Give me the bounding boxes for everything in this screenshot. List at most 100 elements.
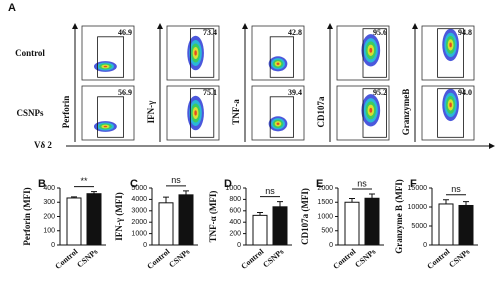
marker-label: GranzymeB [401, 89, 411, 136]
gate [362, 28, 387, 78]
gate [97, 36, 124, 78]
x-axis-label: Vδ 2 [34, 140, 52, 150]
y-tick-label: 5000 [411, 223, 427, 230]
error-bar [71, 196, 77, 198]
y-tick-label: 10000 [408, 204, 428, 211]
bar [178, 194, 194, 246]
density [194, 50, 197, 56]
y-axis-label: TNF-α (MFI) [208, 191, 218, 243]
gate [269, 36, 295, 78]
y-tick-label: 200 [43, 213, 55, 220]
density [449, 102, 452, 108]
panel-label: F [410, 178, 417, 190]
y-tick-label: 400 [229, 219, 241, 226]
bar [86, 193, 102, 246]
marker-label: Perforin [61, 96, 71, 128]
density [103, 125, 108, 128]
density [276, 122, 280, 125]
density [276, 62, 280, 65]
gate-percent: 75.1 [203, 88, 217, 97]
gate-percent: 94.0 [458, 88, 472, 97]
y-tick-label: 1000 [225, 185, 241, 192]
y-tick-label: 4000 [131, 196, 147, 203]
gate-percent: 95.2 [373, 88, 387, 97]
error-bar [349, 198, 355, 203]
significance-label: ns [171, 175, 181, 185]
y-tick-label: 0 [51, 242, 55, 249]
y-tick-label: 600 [229, 208, 241, 215]
x-tick-label: CSNPs [167, 247, 191, 269]
x-tick-label: CSNPs [353, 247, 377, 269]
x-tick-label: CSNPs [261, 247, 285, 269]
gate [437, 88, 465, 138]
x-tick-label: CSNPs [75, 247, 99, 269]
x-tick-label: Control [239, 247, 266, 271]
density [103, 65, 108, 68]
gate [189, 28, 215, 78]
panel-label: C [130, 178, 138, 190]
error-bar [369, 193, 375, 199]
y-tick-label: 800 [229, 196, 241, 203]
gate-percent: 94.8 [458, 28, 472, 37]
significance-label: ns [265, 186, 275, 196]
error-bar [91, 191, 97, 194]
panel-label: A [8, 2, 16, 14]
bar [344, 201, 360, 246]
y-tick-label: 15000 [408, 185, 428, 192]
marker-label: TNF-a [231, 99, 241, 125]
bar [272, 206, 288, 246]
y-axis-label: Granzyme B (MFI) [394, 179, 404, 253]
gate-percent: 73.4 [203, 28, 217, 37]
error-bar [257, 212, 263, 216]
x-tick-label: Control [53, 247, 80, 271]
row-label: Control [15, 48, 45, 58]
gate [437, 28, 465, 78]
gate-percent: 56.9 [118, 88, 132, 97]
y-tick-label: 0 [329, 242, 333, 249]
y-tick-label: 400 [43, 185, 55, 192]
gate [189, 88, 215, 138]
gate [269, 96, 295, 138]
y-tick-label: 2000 [131, 219, 147, 226]
bar [158, 202, 174, 246]
panel-label: B [38, 178, 46, 190]
y-tick-label: 1000 [131, 230, 147, 237]
panel-label: E [316, 178, 323, 190]
y-tick-label: 1500 [317, 199, 333, 206]
error-bar [443, 199, 449, 204]
y-tick-label: 100 [43, 228, 55, 235]
bar [252, 214, 268, 246]
gate-percent: 39.4 [288, 88, 302, 97]
y-tick-label: 5000 [131, 185, 147, 192]
gate [97, 96, 124, 138]
significance-label: ** [80, 176, 88, 186]
marker-label: CD107a [316, 96, 326, 127]
y-tick-label: 0 [143, 242, 147, 249]
x-tick-label: Control [331, 247, 358, 271]
bar [458, 204, 474, 246]
y-tick-label: 2000 [317, 185, 333, 192]
y-tick-label: 300 [43, 199, 55, 206]
density [369, 107, 373, 113]
error-bar [183, 190, 189, 195]
row-label: CSNPs [16, 108, 44, 118]
panel-label: D [224, 178, 232, 190]
bar [66, 197, 82, 246]
y-axis-label: IFN-γ (MFI) [114, 192, 124, 240]
y-tick-label: 1000 [317, 213, 333, 220]
y-tick-label: 0 [237, 242, 241, 249]
x-tick-label: Control [425, 247, 452, 271]
bar [438, 203, 454, 246]
significance-label: ns [451, 184, 461, 194]
significance-label: ns [357, 178, 367, 188]
error-bar [277, 201, 283, 207]
gate [362, 88, 387, 138]
error-bar [163, 196, 169, 203]
gate-percent: 42.8 [288, 28, 302, 37]
y-tick-label: 0 [423, 242, 427, 249]
gate-percent: 95.6 [373, 28, 387, 37]
y-tick-label: 200 [229, 230, 241, 237]
x-tick-label: Control [145, 247, 172, 271]
y-tick-label: 500 [321, 228, 333, 235]
